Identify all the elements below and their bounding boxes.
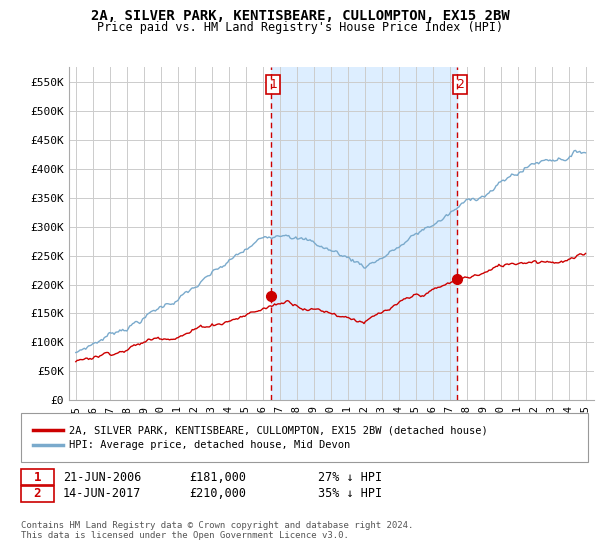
Text: 35% ↓ HPI: 35% ↓ HPI xyxy=(318,487,382,501)
Text: 2: 2 xyxy=(456,78,464,91)
Text: £210,000: £210,000 xyxy=(189,487,246,501)
Text: 27% ↓ HPI: 27% ↓ HPI xyxy=(318,470,382,484)
Text: 1: 1 xyxy=(34,470,41,484)
Text: 1: 1 xyxy=(269,78,277,91)
Text: 2A, SILVER PARK, KENTISBEARE, CULLOMPTON, EX15 2BW (detached house): 2A, SILVER PARK, KENTISBEARE, CULLOMPTON… xyxy=(69,425,488,435)
Text: Contains HM Land Registry data © Crown copyright and database right 2024.
This d: Contains HM Land Registry data © Crown c… xyxy=(21,521,413,540)
Text: 2A, SILVER PARK, KENTISBEARE, CULLOMPTON, EX15 2BW: 2A, SILVER PARK, KENTISBEARE, CULLOMPTON… xyxy=(91,9,509,23)
Bar xyxy=(271,67,457,400)
Text: 21-JUN-2006: 21-JUN-2006 xyxy=(63,470,142,484)
Text: HPI: Average price, detached house, Mid Devon: HPI: Average price, detached house, Mid … xyxy=(69,440,350,450)
Text: 2: 2 xyxy=(34,487,41,501)
Text: 14-JUN-2017: 14-JUN-2017 xyxy=(63,487,142,501)
Text: £181,000: £181,000 xyxy=(189,470,246,484)
Text: Price paid vs. HM Land Registry's House Price Index (HPI): Price paid vs. HM Land Registry's House … xyxy=(97,21,503,34)
